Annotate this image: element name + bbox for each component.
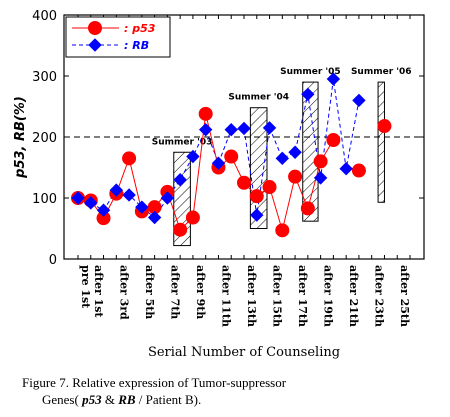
point-p53 <box>351 163 366 178</box>
point-RB <box>211 156 226 170</box>
point-RB <box>109 183 124 197</box>
point-p53 <box>326 133 341 148</box>
axis-labels: pre 1st after 1st after 3rd after 5th after … <box>13 96 411 360</box>
y-tick-label: 100 <box>32 192 57 207</box>
legend-label-p53: : p53 <box>124 22 156 35</box>
point-RB <box>71 191 85 205</box>
chart: Summer '03 Summer '04 Summer '05 Summer '06… <box>13 9 425 360</box>
caption-line-2: Genes( p53 & RB / Patient B). <box>22 391 286 408</box>
series-line-RB <box>77 78 360 219</box>
point-p53 <box>288 169 303 184</box>
point-p53 <box>198 106 213 121</box>
point-RB <box>173 172 187 187</box>
point-p53 <box>249 189 264 204</box>
legend-label-RB: : RB <box>124 39 149 52</box>
point-RB <box>84 196 98 210</box>
x-tick-label: pre 1st <box>79 265 92 309</box>
legend-marker-RB <box>88 38 102 52</box>
caption-amp: & <box>101 392 119 407</box>
point-RB <box>275 151 290 166</box>
point-p53 <box>173 222 188 237</box>
point-RB <box>237 121 251 136</box>
point-RB <box>326 72 341 86</box>
summer-label-0: Summer '03 <box>152 137 213 147</box>
summer-label-2: Summer '05 <box>280 67 341 77</box>
x-tick-label: after 1st <box>92 265 105 318</box>
point-RB <box>160 191 175 205</box>
summer-box-3 <box>377 81 385 203</box>
x-axis-label: Serial Number of Counseling <box>148 345 340 360</box>
summer-label-1: Summer '04 <box>228 93 289 103</box>
axes: 0 100 200 300 400 <box>32 9 425 268</box>
x-tick-label: after 23th <box>373 265 386 327</box>
x-tick-label: after 19th <box>322 265 335 327</box>
y-tick-label: 400 <box>32 9 57 24</box>
caption-suffix: / Patient B). <box>135 392 202 407</box>
point-RB <box>250 208 264 222</box>
summer-label-3: Summer '06 <box>351 67 412 77</box>
x-tick-label: after 7th <box>168 265 181 319</box>
point-p53 <box>377 119 392 134</box>
point-RB <box>313 171 328 185</box>
point-RB <box>198 122 213 137</box>
x-tick-label: after 3rd <box>117 265 130 320</box>
point-p53 <box>224 149 239 164</box>
x-tick-label: after 15th <box>271 265 284 327</box>
point-RB <box>147 210 162 225</box>
x-tick-label: after 25th <box>398 265 411 327</box>
legend-box <box>65 16 171 58</box>
caption-prefix: Genes( <box>42 392 79 407</box>
point-p53 <box>262 180 277 195</box>
legend-marker-p53 <box>88 21 102 35</box>
y-tick-label: 200 <box>32 131 57 146</box>
point-RB <box>224 122 238 137</box>
point-RB <box>262 121 277 135</box>
point-RB <box>288 145 302 159</box>
point-p53 <box>275 223 290 238</box>
point-RB <box>96 203 111 217</box>
x-tick-label: after 17th <box>296 265 309 327</box>
point-p53 <box>185 210 200 225</box>
point-p53 <box>313 154 328 169</box>
y-tick-label: 300 <box>32 70 57 85</box>
x-tick-label: after 5th <box>143 265 156 319</box>
point-RB <box>339 162 353 176</box>
point-RB <box>122 188 136 202</box>
caption-rb: RB <box>118 392 136 407</box>
x-tick-label: after 9th <box>194 265 207 319</box>
figure-caption: Figure 7. Relative expression of Tumor-s… <box>22 374 286 408</box>
x-tick-label: after 11th <box>219 265 232 327</box>
legend: : p53 : RB <box>65 16 171 58</box>
point-RB <box>352 93 366 108</box>
point-p53 <box>122 151 137 166</box>
x-tick-label: after 13th <box>245 265 258 327</box>
y-axis-label: p53, RB(%) <box>13 96 28 179</box>
point-RB <box>186 149 200 164</box>
point-RB <box>135 200 149 214</box>
caption-line-1: Figure 7. Relative expression of Tumor-s… <box>22 375 287 390</box>
point-p53 <box>237 175 251 190</box>
series <box>71 72 392 238</box>
point-RB <box>301 87 315 102</box>
y-tick-label: 0 <box>49 253 57 268</box>
point-p53 <box>300 201 315 216</box>
x-tick-label: after 21th <box>347 265 360 327</box>
caption-p53: p53 <box>82 392 102 407</box>
